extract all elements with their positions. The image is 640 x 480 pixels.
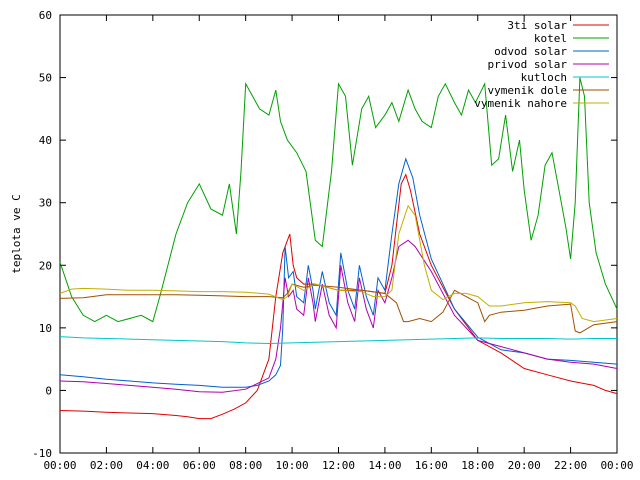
series-line-kutloch xyxy=(59,336,617,345)
series-line-privod-solar xyxy=(59,239,618,393)
y-tick-label: 30 xyxy=(39,197,52,210)
x-tick-label: 22:00 xyxy=(554,459,587,472)
legend-label: 3ti solar xyxy=(507,19,567,32)
x-tick-label: 08:00 xyxy=(229,459,262,472)
x-tick-label: 18:00 xyxy=(461,459,494,472)
y-tick-label: 50 xyxy=(39,72,52,85)
legend-label: odvod solar xyxy=(494,45,567,58)
x-tick-label: 12:00 xyxy=(322,459,355,472)
series-line-odvod-solar xyxy=(59,157,618,388)
y-tick-label: 0 xyxy=(45,384,52,397)
x-tick-label: 02:00 xyxy=(90,459,123,472)
y-axis-label: teplota ve C xyxy=(10,194,23,273)
x-tick-label: 00:00 xyxy=(600,459,633,472)
series-group xyxy=(59,77,618,420)
x-tick-label: 06:00 xyxy=(183,459,216,472)
series-line-vymenik-nahore xyxy=(59,204,618,323)
x-tick-label: 04:00 xyxy=(136,459,169,472)
legend-label: kutloch xyxy=(521,71,567,84)
x-tick-label: 14:00 xyxy=(368,459,401,472)
series-line-vymenik-dole xyxy=(59,283,618,334)
y-axis: -10 0 10 20 30 40 50 60 xyxy=(32,9,617,460)
x-tick-label: 10:00 xyxy=(276,459,309,472)
x-axis: 00:00 02:00 04:00 06:00 08:00 10:00 12:00 14:00… xyxy=(43,15,634,472)
y-tick-label: 40 xyxy=(39,134,52,147)
y-tick-label: 20 xyxy=(39,259,52,272)
series-line-3ti-solar xyxy=(59,173,618,420)
y-tick-label: 10 xyxy=(39,322,52,335)
x-tick-label: 20:00 xyxy=(508,459,541,472)
x-tick-label: 16:00 xyxy=(415,459,448,472)
legend-label: kotel xyxy=(534,32,567,45)
x-tick-label: 00:00 xyxy=(43,459,76,472)
legend-label: vymenik nahore xyxy=(474,97,567,110)
legend-label: vymenik dole xyxy=(488,84,567,97)
y-tick-label: -10 xyxy=(32,447,52,460)
series-line-kotel xyxy=(59,77,618,323)
legend-label: privod solar xyxy=(488,58,568,71)
y-tick-label: 60 xyxy=(39,9,52,22)
